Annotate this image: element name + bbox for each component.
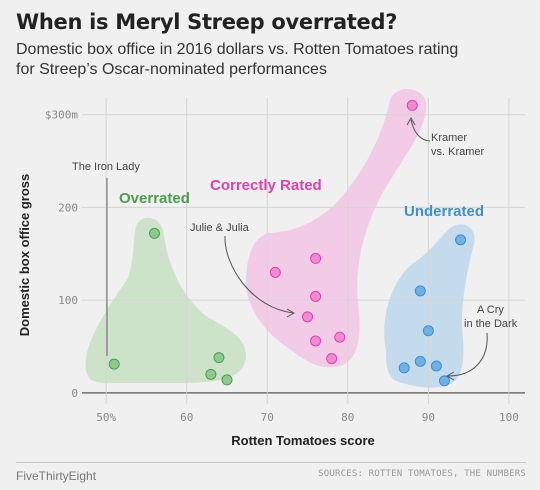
x-tick-label: 90 (422, 411, 435, 424)
chart-header: When is Meryl Streep overrated? Domestic… (16, 10, 526, 80)
data-point-overrated (221, 374, 233, 386)
x-tick-label: 60 (180, 411, 193, 424)
data-point-correctly-rated (269, 266, 281, 278)
underrated-cluster-blob (384, 224, 475, 388)
y-tick-label: 100 (58, 294, 78, 307)
data-point-underrated (438, 375, 450, 387)
kramer-leader-arrow (410, 119, 431, 142)
data-point-correctly-rated (406, 99, 418, 111)
data-point-underrated (398, 362, 410, 374)
chart-title: When is Meryl Streep overrated? (16, 10, 398, 34)
data-point-underrated (422, 325, 434, 337)
data-point-underrated (455, 234, 467, 246)
chart-grid (82, 98, 525, 404)
julie-and-julia-arrowhead (286, 308, 296, 318)
series-label-underrated: Underrated (404, 203, 484, 220)
julie-and-julia-leader-arrow (224, 235, 294, 314)
data-point-correctly-rated (310, 290, 322, 302)
annotation-leaders (106, 116, 488, 381)
scatter-chart: 0 100 200 $300m 50% 60 70 80 90 100 Overrated Cor… (17, 88, 525, 448)
data-point-underrated (414, 285, 426, 297)
data-point-correctly-rated (326, 353, 338, 365)
annotation-julie-and-julia: Julie & Julia (190, 222, 250, 234)
annotation-kramer-line-1: Kramer (431, 132, 467, 144)
brand-label: FiveThirtyEight (16, 469, 97, 483)
y-tick-label: 200 (58, 201, 78, 214)
data-point-overrated (213, 352, 225, 364)
a-cry-leader-arrow (447, 332, 488, 377)
data-point-correctly-rated (310, 335, 322, 347)
annotation-a-cry-line-2: in the Dark (464, 318, 518, 330)
chart-footer: FiveThirtyEight SOURCES: ROTTEN TOMATOES… (16, 462, 526, 489)
data-points (108, 99, 467, 387)
x-axis-label: Rotten Tomatoes score (231, 433, 375, 448)
data-point-correctly-rated (310, 252, 322, 264)
correctly-rated-cluster-blob (245, 88, 427, 368)
series-label-overrated: Overrated (119, 190, 190, 207)
data-point-overrated (148, 227, 160, 239)
chart-subtitle-line-1: Domestic box office in 2016 dollars vs. … (16, 41, 459, 58)
data-point-underrated (414, 355, 426, 367)
y-tick-label: 0 (71, 387, 78, 400)
chart-subtitle-line-2: for Streep’s Oscar-nominated performance… (16, 61, 327, 78)
kramer-arrowhead (406, 116, 416, 126)
series-label-correctly-rated: Correctly Rated (210, 177, 322, 194)
data-point-correctly-rated (334, 331, 346, 343)
x-tick-label: 100 (499, 411, 519, 424)
chart-labels: Overrated Correctly Rated Underrated The… (17, 132, 518, 448)
annotation-iron-lady: The Iron Lady (72, 161, 140, 173)
y-tick-label: $300m (45, 109, 78, 122)
axis-tick-labels: 0 100 200 $300m 50% 60 70 80 90 100 (45, 109, 519, 424)
a-cry-arrowhead (445, 371, 455, 381)
data-point-correctly-rated (302, 311, 314, 323)
data-point-overrated (205, 368, 217, 380)
y-axis-label: Domestic box office gross (17, 174, 32, 337)
data-point-overrated (108, 358, 120, 370)
annotation-kramer-line-2: vs. Kramer (431, 146, 485, 158)
x-tick-label: 50% (96, 411, 116, 424)
source-note: SOURCES: ROTTEN TOMATOES, THE NUMBERS (318, 469, 526, 479)
annotation-a-cry-line-1: A Cry (477, 304, 504, 316)
x-tick-label: 80 (341, 411, 354, 424)
cluster-blobs (85, 88, 475, 388)
x-tick-label: 70 (261, 411, 274, 424)
data-point-underrated (430, 360, 442, 372)
